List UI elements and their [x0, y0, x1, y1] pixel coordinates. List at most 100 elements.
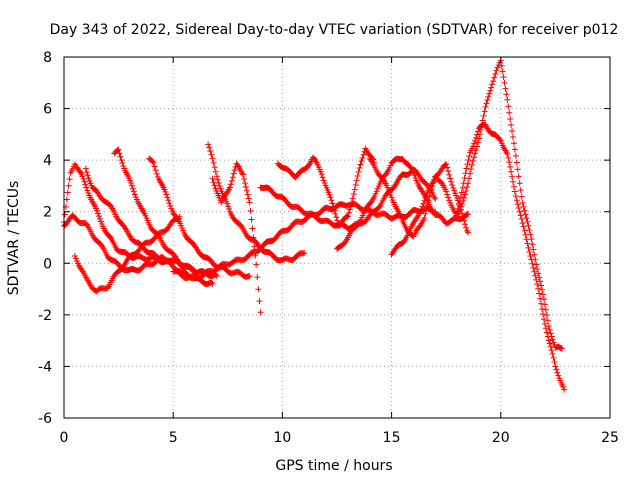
data-point: [483, 100, 490, 107]
data-point: [506, 109, 513, 116]
data-point: [560, 383, 567, 390]
data-point: [163, 191, 170, 198]
data-point: [246, 273, 253, 280]
data-point: [424, 202, 431, 209]
data-point: [501, 79, 508, 86]
data-point: [84, 172, 91, 179]
data-point: [516, 208, 523, 215]
data-point: [480, 112, 487, 119]
data-point: [248, 216, 255, 223]
data-point: [436, 169, 443, 176]
data-point: [82, 165, 89, 172]
data-point: [456, 198, 463, 205]
data-point: [448, 178, 455, 185]
data-point: [358, 158, 365, 165]
data-point: [474, 131, 481, 138]
data-point: [454, 195, 461, 202]
data-point: [522, 231, 529, 238]
data-point: [385, 186, 392, 193]
data-point: [432, 195, 439, 202]
series-sat-m: [366, 155, 472, 240]
data-point: [212, 168, 219, 175]
data-point: [209, 175, 216, 182]
data-point: [521, 207, 528, 214]
data-point: [515, 173, 522, 180]
data-point: [506, 159, 513, 166]
data-point: [538, 300, 545, 307]
data-point: [347, 203, 354, 210]
data-point: [318, 171, 325, 178]
data-point: [135, 247, 142, 254]
data-point: [116, 150, 123, 157]
data-point: [465, 229, 472, 236]
data-point: [212, 185, 219, 192]
data-point: [417, 222, 424, 229]
data-point: [319, 174, 326, 181]
y-tick-label: 4: [43, 153, 52, 169]
data-point: [241, 175, 248, 182]
data-point: [167, 203, 174, 210]
data-point: [120, 162, 127, 169]
data-point: [418, 187, 425, 194]
data-point: [513, 197, 520, 204]
data-point: [213, 173, 220, 180]
data-point: [79, 173, 86, 180]
series-sat-o: [454, 121, 568, 393]
data-point: [327, 194, 334, 201]
data-point: [523, 236, 530, 243]
data-point: [209, 280, 216, 287]
data-point: [530, 246, 537, 253]
data-point: [445, 168, 452, 175]
data-point: [547, 343, 554, 350]
data-point: [346, 206, 353, 213]
data-point: [466, 153, 473, 160]
data-point: [525, 222, 532, 229]
data-point: [518, 193, 525, 200]
data-point: [515, 205, 522, 212]
data-point: [174, 215, 181, 222]
data-point: [239, 170, 246, 177]
data-point: [95, 213, 102, 220]
data-point: [537, 278, 544, 285]
data-point: [243, 187, 250, 194]
data-point: [526, 249, 533, 256]
data-point: [352, 181, 359, 188]
data-point: [331, 207, 338, 214]
data-point: [249, 225, 256, 232]
data-point: [525, 244, 532, 251]
series-sat-g: [205, 141, 308, 264]
data-point: [540, 296, 547, 303]
data-point: [61, 211, 68, 218]
y-tick-label: 0: [43, 256, 52, 272]
data-point: [330, 203, 337, 210]
data-point: [412, 175, 419, 182]
data-point: [503, 91, 510, 98]
data-point: [514, 166, 521, 173]
data-point: [205, 141, 212, 148]
data-point: [228, 177, 235, 184]
data-point: [344, 213, 351, 220]
data-point: [446, 171, 453, 178]
data-point: [225, 203, 232, 210]
data-point: [256, 298, 263, 305]
data-point: [508, 168, 515, 175]
series-sat-f: [146, 155, 253, 280]
data-point: [94, 207, 101, 214]
data-point: [474, 128, 481, 135]
data-point: [234, 161, 241, 168]
plot-frame: [63, 56, 611, 419]
data-point: [227, 181, 234, 188]
data-point: [357, 161, 364, 168]
data-point: [115, 146, 122, 153]
data-point: [554, 369, 561, 376]
y-tick-label: 8: [43, 50, 52, 66]
data-point: [533, 261, 540, 268]
data-point: [217, 185, 224, 192]
data-point: [526, 226, 533, 233]
data-point: [492, 71, 499, 78]
data-point: [224, 200, 231, 207]
data-point: [533, 276, 540, 283]
data-point: [413, 215, 420, 222]
data-point: [354, 173, 361, 180]
data-point: [332, 210, 339, 217]
